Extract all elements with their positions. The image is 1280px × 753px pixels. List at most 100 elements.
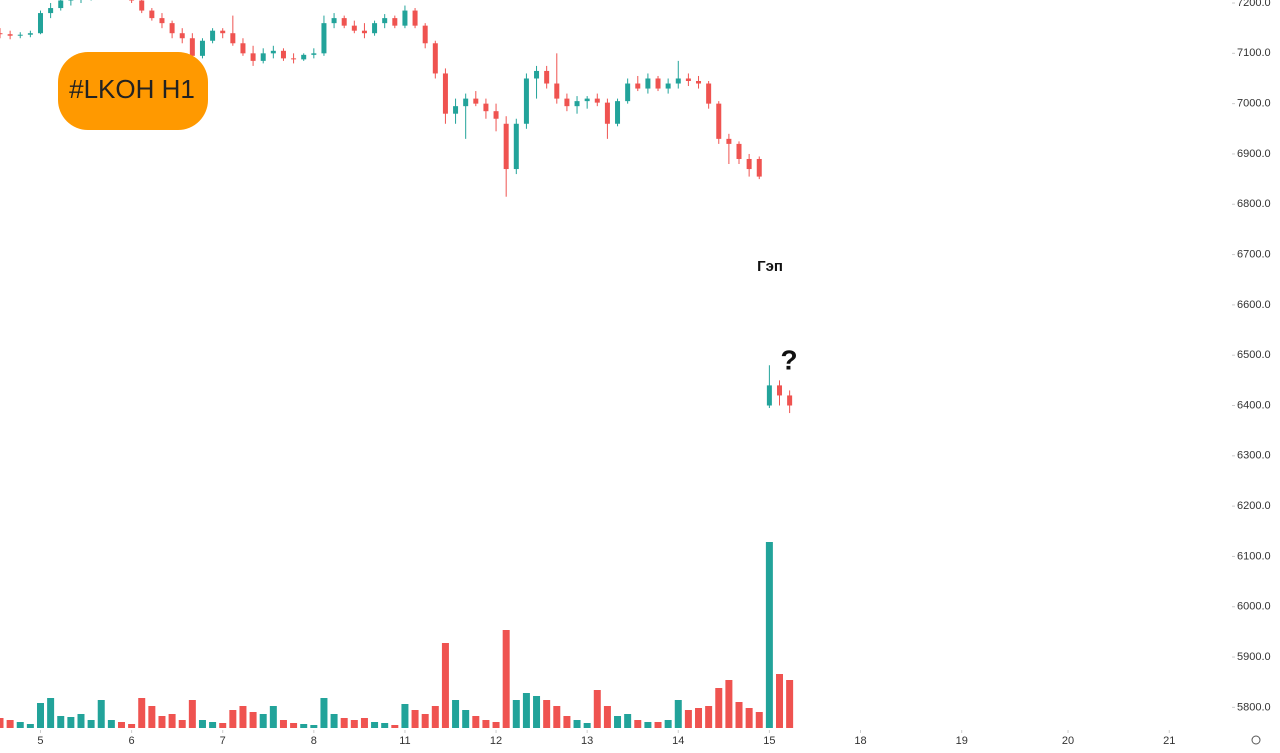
volume-bar: [715, 688, 723, 728]
candle-body: [382, 18, 388, 24]
volume-bar: [776, 674, 784, 728]
volume-bar: [786, 680, 794, 728]
volume-bar: [664, 720, 672, 728]
y-tick-label: 6000.0: [1237, 601, 1271, 613]
volume-bar: [36, 703, 44, 728]
volume-bar: [634, 720, 642, 728]
volume-bar: [229, 710, 237, 728]
volume-bar: [674, 700, 682, 728]
volume-bar: [67, 717, 75, 728]
candle-body: [756, 158, 762, 177]
candle-body: [179, 33, 185, 39]
y-tick-label: 6700.0: [1237, 248, 1271, 260]
volume-bar: [330, 714, 338, 728]
candle-body: [402, 10, 408, 26]
volume-bar: [310, 725, 318, 728]
candle-body: [361, 30, 367, 34]
candle-body: [584, 98, 590, 102]
x-tick-label: 13: [581, 735, 593, 747]
volume-bar: [6, 720, 14, 728]
candle-body: [412, 10, 418, 26]
volume-bar: [198, 720, 206, 728]
volume-bar: [320, 698, 328, 728]
volume-bar: [219, 723, 227, 728]
volume-bar: [411, 710, 419, 728]
candle-body: [169, 23, 175, 34]
volume-bar: [654, 722, 662, 728]
x-tick-label: 6: [129, 735, 135, 747]
candle-body: [716, 103, 722, 139]
y-tick-label: 6300.0: [1237, 450, 1271, 462]
y-tick-label: 6500.0: [1237, 349, 1271, 361]
candle-body: [442, 73, 448, 114]
volume-bar: [47, 698, 55, 728]
volume-bar: [350, 720, 358, 728]
volume-bar: [26, 724, 34, 728]
x-tick-label: 21: [1163, 735, 1175, 747]
candle-body: [58, 0, 64, 9]
volume-bar: [16, 722, 24, 728]
volume-bar: [371, 722, 379, 728]
volume-bar: [482, 720, 490, 728]
candle-body: [453, 106, 459, 114]
volume-bar: [765, 542, 773, 728]
volume-bar: [97, 700, 105, 728]
candle-body: [240, 43, 246, 54]
y-tick-label: 6400.0: [1237, 399, 1271, 411]
volume-bar: [107, 720, 115, 728]
candle-body: [260, 53, 266, 61]
volume-layer: [0, 542, 794, 728]
candle-body: [331, 18, 337, 24]
x-tick-label: 12: [490, 735, 502, 747]
volume-bar: [452, 700, 460, 728]
volume-bar: [188, 700, 196, 728]
x-tick-label: 19: [956, 735, 968, 747]
volume-bar: [543, 700, 551, 728]
volume-bar: [755, 712, 763, 728]
candle-body: [392, 18, 398, 26]
candle-body: [270, 50, 276, 54]
candle-body: [615, 101, 621, 124]
candle-body: [149, 10, 155, 19]
volume-bar: [87, 720, 95, 728]
volume-bar: [502, 630, 510, 728]
candle-body: [291, 58, 297, 60]
candle-body: [139, 0, 145, 11]
x-tick-label: 20: [1062, 735, 1074, 747]
volume-bar: [695, 708, 703, 728]
volume-bar: [553, 706, 561, 728]
volume-bar: [391, 725, 399, 728]
x-tick-label: 18: [854, 735, 866, 747]
candle-body: [736, 143, 742, 159]
candle-body: [564, 98, 570, 107]
volume-bar: [614, 716, 622, 728]
gap-label: Гэп: [757, 258, 783, 275]
volume-bar: [705, 706, 713, 728]
x-tick-label: 5: [37, 735, 43, 747]
volume-bar: [239, 706, 247, 728]
candle-body: [341, 18, 347, 26]
x-tick-label: 11: [399, 735, 410, 747]
volume-bar: [259, 714, 267, 728]
y-tick-label: 7000.0: [1237, 98, 1271, 110]
candle-body: [473, 98, 479, 104]
settings-icon[interactable]: [1251, 735, 1261, 745]
volume-bar: [340, 718, 348, 728]
candle-body: [706, 83, 712, 104]
candle-body: [777, 385, 783, 396]
candle-body: [351, 25, 357, 31]
candle-body: [604, 102, 610, 124]
candle-body: [665, 83, 671, 89]
candle-body: [199, 40, 205, 56]
candle-body: [37, 13, 43, 34]
candle-body: [726, 138, 732, 144]
candle-body: [625, 83, 631, 102]
candle-body: [210, 30, 216, 41]
volume-bar: [492, 722, 500, 728]
candle-body: [422, 25, 428, 44]
candle-layer: [0, 0, 793, 414]
volume-bar: [300, 724, 308, 728]
candle-body: [159, 18, 165, 24]
